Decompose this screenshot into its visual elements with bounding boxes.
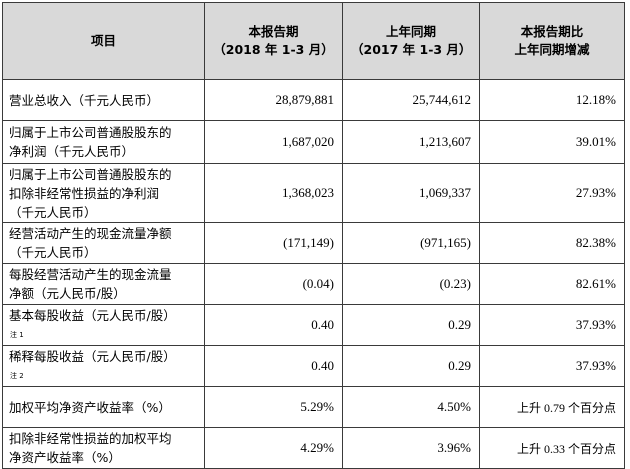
header-item: 项目 xyxy=(2,2,205,80)
cell-prior: 1,213,607 xyxy=(342,120,480,164)
table-row: 每股经营活动产生的现金流量 净额（元人民币/股） (0.04) (0.23) 8… xyxy=(2,263,625,305)
table-row: 扣除非经常性损益的加权平均 净资产收益率（%） 4.29% 3.96% 上升 0… xyxy=(2,427,625,469)
header-prior-line2: （2017 年 1-3 月） xyxy=(351,42,472,57)
row-label: 每股经营活动产生的现金流量 净额（元人民币/股） xyxy=(2,263,205,305)
cell-current: 4.29% xyxy=(204,427,343,469)
cell-current: 28,879,881 xyxy=(204,79,343,121)
row-label: 归属于上市公司普通股股东的 扣除非经常性损益的净利润 （千元人民币） xyxy=(2,163,205,223)
row-label-line1: 扣除非经常性损益的加权平均 xyxy=(9,431,172,446)
cell-prior: 25,744,612 xyxy=(342,79,480,121)
cell-prior: 1,069,337 xyxy=(342,163,480,223)
row-label-line1: 稀释每股收益（元人民币/股） xyxy=(9,348,176,364)
table-row: 营业总收入（千元人民币） 28,879,881 25,744,612 12.18… xyxy=(2,79,625,121)
header-current-line1: 本报告期 xyxy=(248,24,299,39)
row-footnote: 注 1 xyxy=(10,330,24,339)
cell-current: 5.29% xyxy=(204,386,343,428)
header-change: 本报告期比 上年同期增减 xyxy=(479,2,625,80)
cell-change: 37.93% xyxy=(479,304,625,346)
row-label: 基本每股收益（元人民币/股） 注 1 xyxy=(2,304,205,346)
cell-current: 0.40 xyxy=(204,304,343,346)
row-footnote: 注 2 xyxy=(10,371,24,380)
row-label-line3: （千元人民币） xyxy=(9,204,97,220)
row-label-line1: 基本每股收益（元人民币/股） xyxy=(9,307,176,323)
header-current-line2: （2018 年 1-3 月） xyxy=(213,42,334,57)
cell-change: 12.18% xyxy=(479,79,625,121)
cell-change: 27.93% xyxy=(479,163,625,223)
table-row: 经营活动产生的现金流量净额 （千元人民币） (171,149) (971,165… xyxy=(2,222,625,264)
header-change-line2: 上年同期增减 xyxy=(514,42,590,57)
header-prior-line1: 上年同期 xyxy=(385,24,436,39)
row-label-line1: 每股经营活动产生的现金流量 xyxy=(9,267,172,282)
cell-change: 39.01% xyxy=(479,120,625,164)
row-label-line1: 加权平均净资产收益率（%） xyxy=(9,399,171,415)
row-label-line1: 归属于上市公司普通股股东的 xyxy=(9,166,172,182)
cell-change: 82.38% xyxy=(479,222,625,264)
row-label-line1: 经营活动产生的现金流量净额 xyxy=(9,226,172,241)
table-header-row: 项目 本报告期 （2018 年 1-3 月） 上年同期 （2017 年 1-3 … xyxy=(2,2,625,80)
row-label-line2: 净利润（千元人民币） xyxy=(9,144,135,159)
cell-prior: (971,165) xyxy=(342,222,480,264)
row-label: 加权平均净资产收益率（%） xyxy=(2,386,205,428)
row-label-line1: 营业总收入（千元人民币） xyxy=(9,92,160,108)
row-label: 归属于上市公司普通股股东的 净利润（千元人民币） xyxy=(2,120,205,164)
row-label: 营业总收入（千元人民币） xyxy=(2,79,205,121)
row-label-line1: 归属于上市公司普通股股东的 xyxy=(9,125,172,140)
cell-current: 0.40 xyxy=(204,345,343,387)
cell-change: 82.61% xyxy=(479,263,625,305)
header-item-label: 项目 xyxy=(90,33,116,48)
header-change-line1: 本报告期比 xyxy=(520,24,584,39)
row-label-line2: 扣除非经常性损益的净利润 xyxy=(9,185,160,201)
cell-change: 上升 0.33 个百分点 xyxy=(479,427,625,469)
table-row: 稀释每股收益（元人民币/股） 注 2 0.40 0.29 37.93% xyxy=(2,345,625,387)
cell-prior: 0.29 xyxy=(342,345,480,387)
table-row: 加权平均净资产收益率（%） 5.29% 4.50% 上升 0.79 个百分点 xyxy=(2,386,625,428)
cell-prior: 4.50% xyxy=(342,386,480,428)
cell-current: (171,149) xyxy=(204,222,343,264)
table-row: 基本每股收益（元人民币/股） 注 1 0.40 0.29 37.93% xyxy=(2,304,625,346)
cell-change: 上升 0.79 个百分点 xyxy=(479,386,625,428)
table-row: 归属于上市公司普通股股东的 净利润（千元人民币） 1,687,020 1,213… xyxy=(2,120,625,164)
row-label-line2: 净额（元人民币/股） xyxy=(9,286,126,301)
row-label: 稀释每股收益（元人民币/股） 注 2 xyxy=(2,345,205,387)
row-label-line2: （千元人民币） xyxy=(9,245,97,260)
cell-change: 37.93% xyxy=(479,345,625,387)
row-label: 扣除非经常性损益的加权平均 净资产收益率（%） xyxy=(2,427,205,469)
cell-prior: (0.23) xyxy=(342,263,480,305)
row-label: 经营活动产生的现金流量净额 （千元人民币） xyxy=(2,222,205,264)
row-label-line2: 净资产收益率（%） xyxy=(9,450,121,465)
cell-current: 1,687,020 xyxy=(204,120,343,164)
table-row: 归属于上市公司普通股股东的 扣除非经常性损益的净利润 （千元人民币） 1,368… xyxy=(2,163,625,223)
header-current-period: 本报告期 （2018 年 1-3 月） xyxy=(204,2,343,80)
cell-current: (0.04) xyxy=(204,263,343,305)
cell-prior: 0.29 xyxy=(342,304,480,346)
cell-prior: 3.96% xyxy=(342,427,480,469)
cell-current: 1,368,023 xyxy=(204,163,343,223)
header-prior-period: 上年同期 （2017 年 1-3 月） xyxy=(342,2,480,80)
